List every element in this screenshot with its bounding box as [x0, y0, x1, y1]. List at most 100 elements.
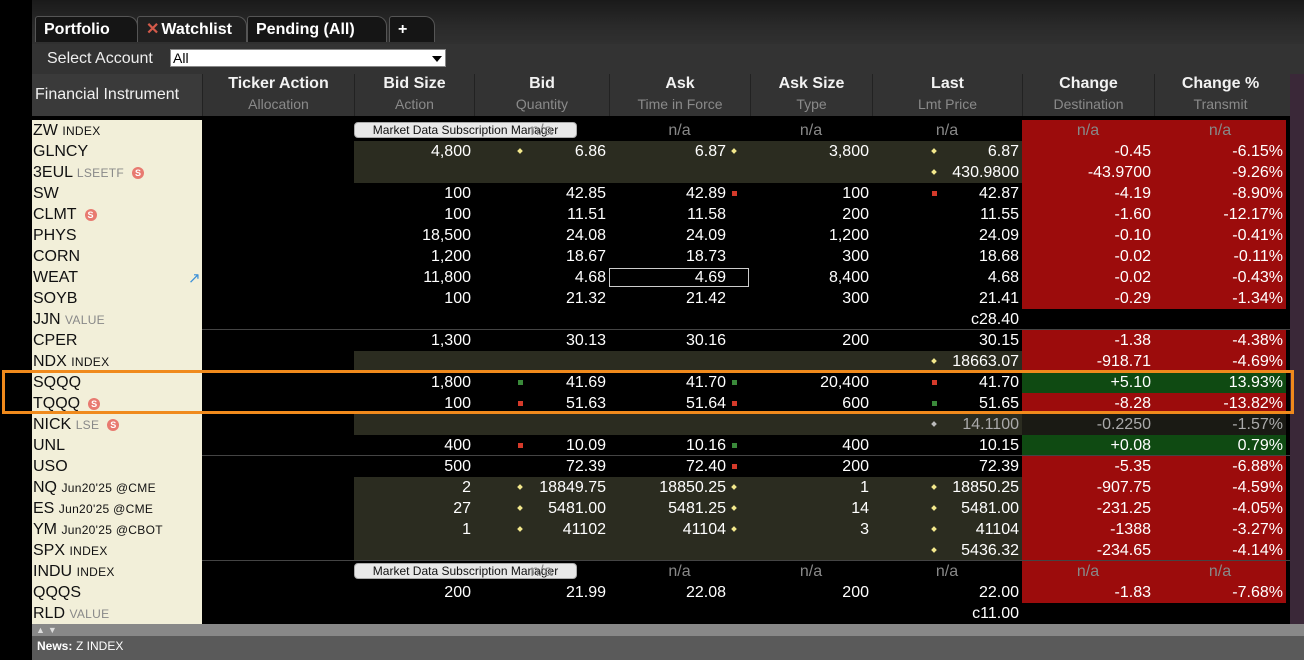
instrument-cell[interactable]: GLNCY: [32, 141, 202, 162]
change-cell[interactable]: -0.2250: [1022, 414, 1154, 435]
instrument-cell[interactable]: ES Jun20'25 @CME: [32, 498, 202, 519]
bid-cell[interactable]: 18.67: [565, 248, 606, 265]
asksize-cell[interactable]: 600: [842, 395, 869, 412]
arrow-up-right-icon[interactable]: ↗: [188, 270, 201, 287]
change-cell[interactable]: -43.9700: [1022, 162, 1154, 183]
change-cell[interactable]: -231.25: [1022, 498, 1154, 519]
asksize-cell[interactable]: 100: [842, 185, 869, 202]
column-header-0[interactable]: Ticker Action Allocation: [202, 74, 354, 116]
instrument-cell[interactable]: CLMT S: [32, 204, 202, 225]
asksize-cell[interactable]: 300: [842, 290, 869, 307]
column-header-6[interactable]: Change Destination: [1022, 74, 1154, 116]
table-row[interactable]: YM Jun20'25 @CBOT 1 41102 41104 3 41104 -1388-…: [32, 519, 1304, 540]
ask-cell[interactable]: 51.64: [685, 395, 726, 412]
last-cell[interactable]: 18850.25: [952, 479, 1019, 496]
asksize-cell[interactable]: 8,400: [828, 269, 869, 286]
ask-cell[interactable]: 6.87: [694, 143, 726, 160]
instrument-cell[interactable]: INDU INDEX: [32, 561, 202, 582]
change-pct-cell[interactable]: -4.38%: [1154, 330, 1286, 351]
bid-cell[interactable]: 6.86: [574, 143, 606, 160]
change-pct-cell[interactable]: -4.69%: [1154, 351, 1286, 372]
ask-cell[interactable]: 22.08: [685, 584, 726, 601]
table-row[interactable]: NQ Jun20'25 @CME 2 18849.75 18850.25 1 18850.…: [32, 477, 1304, 498]
bidsize-cell[interactable]: 1,300: [430, 332, 471, 349]
change-pct-cell[interactable]: -1.57%: [1154, 414, 1286, 435]
news-value[interactable]: Z INDEX: [76, 639, 124, 653]
instrument-cell[interactable]: 3EUL LSEETF S: [32, 162, 202, 183]
asksize-cell[interactable]: 200: [842, 332, 869, 349]
table-row[interactable]: UNL 400 10.09 10.16 400 10.15 +0.08 0.79%: [32, 435, 1304, 456]
change-cell[interactable]: -234.65: [1022, 540, 1154, 561]
ask-cell[interactable]: 18.73: [685, 248, 726, 265]
change-pct-cell[interactable]: -0.11%: [1154, 246, 1286, 267]
instrument-cell[interactable]: CORN: [32, 246, 202, 267]
change-cell[interactable]: -1.38: [1022, 330, 1154, 351]
ask-cell[interactable]: 24.09: [685, 227, 726, 244]
table-row[interactable]: CORN 1,200 18.67 18.73 300 18.68 -0.02 -0.11%: [32, 246, 1304, 267]
ask-cell[interactable]: 11.58: [687, 206, 726, 223]
change-cell[interactable]: -4.19: [1022, 183, 1154, 204]
change-cell[interactable]: -5.35: [1022, 456, 1154, 477]
asksize-cell[interactable]: 300: [842, 248, 869, 265]
ask-cell[interactable]: 41104: [682, 521, 726, 538]
change-cell[interactable]: -1.60: [1022, 204, 1154, 225]
ask-cell[interactable]: 5481.25: [668, 500, 726, 517]
instrument-cell[interactable]: NQ Jun20'25 @CME: [32, 477, 202, 498]
ask-cell[interactable]: 18850.25: [659, 479, 726, 496]
table-row[interactable]: SQQQ 1,800 41.69 41.70 20,400 41.70 +5.10 13.93…: [32, 372, 1304, 393]
bidsize-cell[interactable]: 18,500: [422, 227, 471, 244]
instrument-cell[interactable]: NICK LSE S: [32, 414, 202, 435]
change-pct-cell[interactable]: -4.59%: [1154, 477, 1286, 498]
bidsize-cell[interactable]: 100: [444, 290, 471, 307]
column-header-2[interactable]: Bid Quantity: [474, 74, 609, 116]
ask-cell[interactable]: 4.69: [694, 269, 726, 286]
last-cell[interactable]: c11.00: [972, 605, 1019, 622]
change-cell[interactable]: n/a: [1022, 120, 1154, 141]
last-cell[interactable]: 42.87: [978, 185, 1019, 202]
bid-cell[interactable]: 4.68: [574, 269, 606, 286]
instrument-cell[interactable]: YM Jun20'25 @CBOT: [32, 519, 202, 540]
instrument-cell[interactable]: SOYB: [32, 288, 202, 309]
change-cell[interactable]: -907.75: [1022, 477, 1154, 498]
table-row[interactable]: ES Jun20'25 @CME 27 5481.00 5481.25 14 5481.0…: [32, 498, 1304, 519]
change-cell[interactable]: +5.10: [1022, 372, 1154, 393]
asksize-cell[interactable]: 3: [860, 521, 869, 538]
change-cell[interactable]: -1388: [1022, 519, 1154, 540]
last-cell[interactable]: 41.70: [978, 374, 1019, 391]
bid-cell[interactable]: 24.08: [565, 227, 606, 244]
change-pct-cell[interactable]: n/a: [1154, 561, 1286, 582]
instrument-cell[interactable]: NDX INDEX: [32, 351, 202, 372]
change-pct-cell[interactable]: -0.43%: [1154, 267, 1286, 288]
scrollbar[interactable]: ▲▼: [32, 624, 1304, 636]
last-cell[interactable]: 72.39: [978, 458, 1019, 475]
change-pct-cell[interactable]: -6.88%: [1154, 456, 1286, 477]
table-row[interactable]: SW 100 42.85 42.89 100 42.87 -4.19 -8.90%: [32, 183, 1304, 204]
bidsize-cell[interactable]: 27: [453, 500, 471, 517]
bid-cell[interactable]: 11.51: [567, 206, 606, 223]
scroll-arrows-icon[interactable]: ▲▼: [36, 625, 60, 635]
asksize-cell[interactable]: 200: [842, 458, 869, 475]
instrument-cell[interactable]: WEAT ↗: [32, 267, 202, 288]
change-cell[interactable]: -0.02: [1022, 246, 1154, 267]
change-cell[interactable]: -0.45: [1022, 141, 1154, 162]
ask-cell[interactable]: 10.16: [685, 437, 726, 454]
table-row[interactable]: PHYS 18,500 24.08 24.09 1,200 24.09 -0.10 -0.41…: [32, 225, 1304, 246]
bid-cell[interactable]: 51.63: [565, 395, 606, 412]
change-pct-cell[interactable]: -3.27%: [1154, 519, 1286, 540]
bidsize-cell[interactable]: 100: [444, 395, 471, 412]
ask-cell[interactable]: 30.16: [685, 332, 726, 349]
asksize-cell[interactable]: 14: [851, 500, 869, 517]
instrument-cell[interactable]: ZW INDEX: [32, 120, 202, 141]
instrument-cell[interactable]: TQQQ S: [32, 393, 202, 414]
market-data-subscription-button[interactable]: Market Data Subscription Manager: [354, 563, 577, 579]
table-row[interactable]: SOYB 100 21.32 21.42 300 21.41 -0.29 -1.34%: [32, 288, 1304, 309]
bidsize-cell[interactable]: 2: [462, 479, 471, 496]
column-header-4[interactable]: Ask Size Type: [750, 74, 872, 116]
table-row[interactable]: QQQS 200 21.99 22.08 200 22.00 -1.83 -7.68%: [32, 582, 1304, 603]
last-cell[interactable]: 6.87: [987, 143, 1019, 160]
change-pct-cell[interactable]: -0.41%: [1154, 225, 1286, 246]
change-pct-cell[interactable]: 13.93%: [1154, 372, 1286, 393]
change-cell[interactable]: -1.83: [1022, 582, 1154, 603]
last-cell[interactable]: c28.40: [970, 311, 1019, 328]
change-pct-cell[interactable]: 0.79%: [1154, 435, 1286, 456]
